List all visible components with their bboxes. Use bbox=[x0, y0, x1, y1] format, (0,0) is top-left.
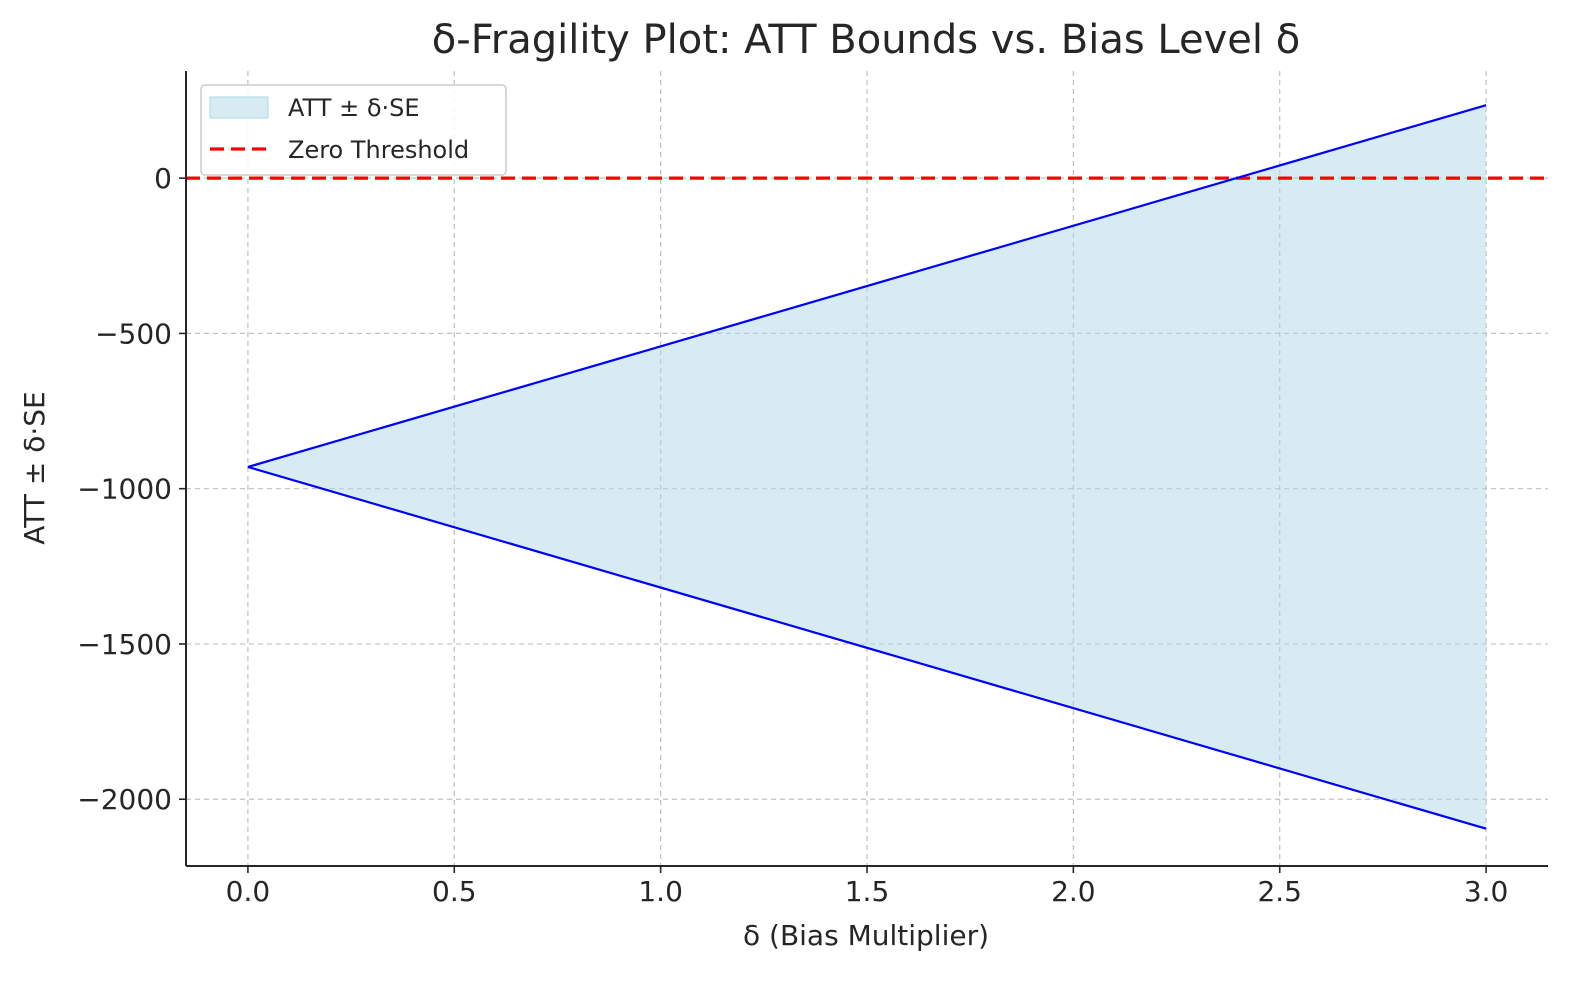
axes-layer: 0.0 0.5 1.0 1.5 2.0 2.5 3.0 −2000 −1500 −1000 −500… bbox=[77, 71, 1548, 908]
x-axis-label: δ (Bias Multiplier) bbox=[743, 919, 989, 952]
y-axis-label: ATT ± δ·SE bbox=[18, 391, 51, 544]
x-tick-label: 3.0 bbox=[1464, 875, 1509, 908]
att-band-area bbox=[247, 105, 1487, 829]
y-tick-label: −1500 bbox=[77, 628, 172, 661]
legend-threshold-label: Zero Threshold bbox=[288, 136, 469, 164]
lower-bound-line bbox=[247, 465, 1487, 830]
x-tick-label: 0.0 bbox=[226, 875, 271, 908]
y-tick-label: −2000 bbox=[77, 783, 172, 816]
y-tick-label: 0 bbox=[154, 162, 172, 195]
legend: ATT ± δ·SE Zero Threshold bbox=[200, 84, 507, 176]
chart-title: δ-Fragility Plot: ATT Bounds vs. Bias Le… bbox=[432, 17, 1300, 63]
x-tick-label: 1.0 bbox=[638, 875, 683, 908]
y-tick-label: −1000 bbox=[77, 473, 172, 506]
legend-band-swatch bbox=[209, 96, 269, 119]
x-tick-label: 2.5 bbox=[1257, 875, 1302, 908]
legend-box bbox=[200, 84, 507, 176]
legend-band-label: ATT ± δ·SE bbox=[288, 94, 420, 122]
upper-bound-line bbox=[247, 104, 1487, 469]
x-tick-label: 2.0 bbox=[1051, 875, 1096, 908]
y-tick-label: −500 bbox=[95, 317, 172, 350]
data-layer bbox=[186, 104, 1548, 830]
x-tick-label: 0.5 bbox=[432, 875, 477, 908]
x-tick-label: 1.5 bbox=[845, 875, 890, 908]
